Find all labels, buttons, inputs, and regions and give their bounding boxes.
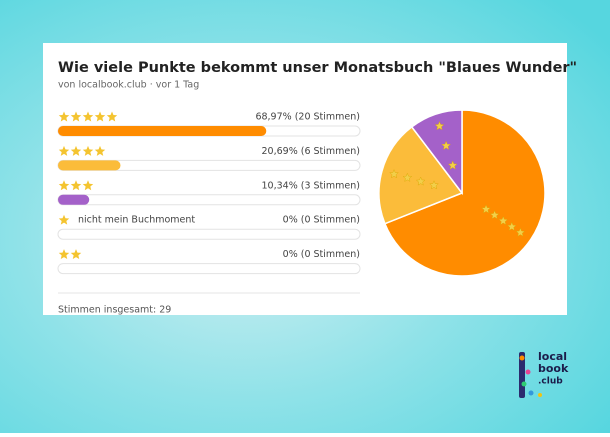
pie-slice xyxy=(410,109,463,196)
star xyxy=(447,160,458,170)
star xyxy=(70,111,82,122)
star xyxy=(434,121,445,131)
bar-track xyxy=(57,194,361,206)
star xyxy=(70,180,82,191)
star-rating xyxy=(58,214,70,225)
vote-total: Stimmen insgesamt: 29 xyxy=(58,305,171,316)
poll-subtitle: von localbook.club · vor 1 Tag xyxy=(58,80,199,91)
star-rating xyxy=(58,111,118,122)
slice-stars xyxy=(389,169,439,190)
option-result: 20,69% (6 Stimmen) xyxy=(262,146,361,157)
bar xyxy=(58,126,267,136)
star xyxy=(70,145,82,156)
star xyxy=(58,180,70,191)
poll-title: Wie viele Punkte bekommt unser Monatsbuc… xyxy=(58,60,577,76)
logo: local book .club xyxy=(519,350,569,398)
star xyxy=(94,145,106,156)
pie-slice xyxy=(378,125,464,225)
poll-options: 68,97% (20 Stimmen) 20,69% (6 Stimmen) 10,… xyxy=(57,111,361,275)
star xyxy=(58,111,70,122)
star xyxy=(70,249,82,260)
option-label: nicht mein Buchmoment xyxy=(78,215,195,226)
star-rating xyxy=(58,145,106,156)
star xyxy=(94,111,106,122)
option-result: 10,34% (3 Stimmen) xyxy=(262,180,361,191)
bar xyxy=(58,194,90,205)
star xyxy=(507,221,517,231)
logo-text: book xyxy=(538,362,569,375)
logo-dot xyxy=(525,369,531,375)
option-result: 68,97% (20 Stimmen) xyxy=(255,112,360,123)
logo-dot xyxy=(528,390,534,396)
slice-stars xyxy=(481,204,526,237)
logo-dot xyxy=(538,393,542,397)
bar xyxy=(58,160,121,171)
star xyxy=(415,176,426,186)
star xyxy=(441,140,451,150)
slice-stars xyxy=(434,121,458,170)
star xyxy=(429,180,439,190)
bar-track xyxy=(57,228,361,240)
pie-slice xyxy=(383,109,546,277)
star xyxy=(58,249,70,260)
logo-text: local xyxy=(538,350,567,363)
logo-dot xyxy=(519,355,525,361)
star xyxy=(82,111,94,122)
star xyxy=(389,169,399,179)
star xyxy=(82,145,94,156)
pie-chart xyxy=(378,109,546,277)
star xyxy=(402,172,413,182)
star xyxy=(489,210,500,220)
star xyxy=(515,227,526,237)
star xyxy=(106,111,118,122)
option-result: 0% (0 Stimmen) xyxy=(283,249,360,260)
star xyxy=(58,145,70,156)
logo-mark xyxy=(519,352,525,398)
star xyxy=(498,215,508,226)
logo-text: .club xyxy=(538,377,563,387)
star-rating xyxy=(58,249,82,260)
star-rating xyxy=(58,180,94,191)
bar-track xyxy=(57,263,361,275)
star xyxy=(481,204,491,214)
star xyxy=(58,214,70,225)
star xyxy=(82,180,94,191)
logo-dot xyxy=(521,381,527,387)
option-result: 0% (0 Stimmen) xyxy=(283,215,360,226)
